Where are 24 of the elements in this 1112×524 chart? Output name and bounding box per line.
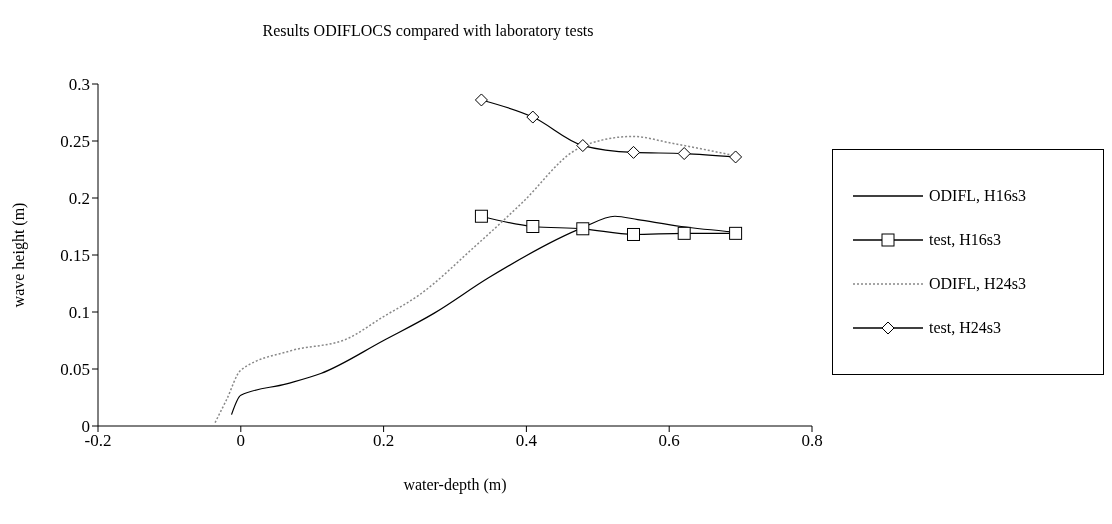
y-tick-label: 0.15 xyxy=(60,246,90,266)
x-tick-label: 0.4 xyxy=(515,431,538,451)
point xyxy=(474,209,488,223)
x-axis-title: water-depth (m) xyxy=(403,476,507,494)
y-tick-label: 0.3 xyxy=(68,75,90,95)
y-axis-title: wave height (m) xyxy=(9,202,28,308)
y-tick-label: 0.25 xyxy=(60,132,90,152)
legend-label: ODIFL, H16s3 xyxy=(929,186,1026,206)
legend-label: ODIFL, H24s3 xyxy=(929,274,1026,294)
y-tick-label: 0.05 xyxy=(60,360,90,380)
x-tick-label: 0.8 xyxy=(801,431,823,451)
point xyxy=(526,220,540,233)
legend-label: test, H24s3 xyxy=(929,318,1001,338)
legend-label: test, H16s3 xyxy=(929,230,1001,250)
point xyxy=(729,226,743,240)
y-tick-label: 0.2 xyxy=(68,189,90,209)
point xyxy=(576,222,590,236)
x-tick-label: 0.2 xyxy=(372,431,395,451)
x-tick-label: 0 xyxy=(236,431,246,451)
point xyxy=(627,227,640,241)
x-tick-label: 0.6 xyxy=(658,431,680,451)
chart-title: Results ODIFLOCS compared with laboratory tests xyxy=(261,22,595,40)
y-tick-label: 0.1 xyxy=(68,303,90,323)
point xyxy=(677,226,691,240)
